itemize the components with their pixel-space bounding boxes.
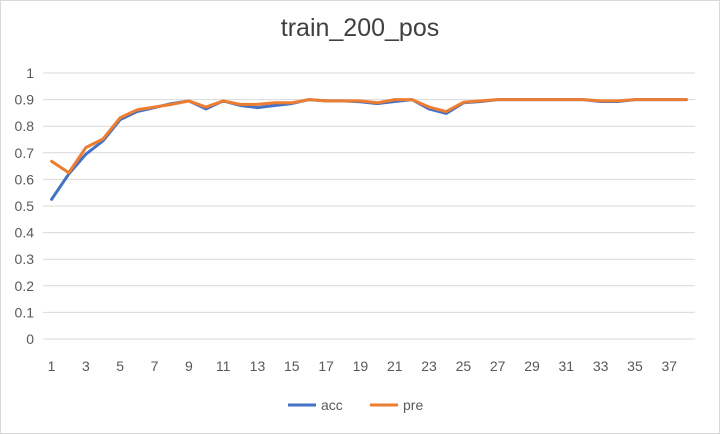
x-tick-label: 19 [353,358,369,374]
x-tick-label: 27 [490,358,506,374]
y-tick-label: 0.3 [15,251,35,267]
y-tick-label: 0 [26,331,34,347]
x-tick-label: 5 [116,358,124,374]
x-tick-label: 21 [387,358,403,374]
legend-label-pre: pre [403,397,423,413]
x-tick-label: 23 [421,358,437,374]
chart-title: train_200_pos [280,14,440,42]
y-tick-label: 0.2 [15,278,35,294]
y-tick-label: 1 [26,65,34,81]
x-tick-label: 33 [593,358,609,374]
x-tick-label: 17 [318,358,334,374]
y-tick-label: 0.8 [15,118,35,134]
y-tick-label: 0.5 [15,198,35,214]
y-tick-label: 0.4 [15,225,35,241]
x-tick-label: 25 [456,358,472,374]
x-tick-label: 7 [151,358,159,374]
y-tick-label: 0.7 [15,145,35,161]
x-tick-label: 15 [284,358,300,374]
y-tick-label: 0.1 [15,304,35,320]
x-tick-label: 29 [524,358,540,374]
series-line-acc [50,98,688,201]
x-tick-label: 31 [559,358,575,374]
x-tick-label: 9 [185,358,193,374]
x-tick-label: 37 [661,358,677,374]
x-tick-label: 1 [48,358,56,374]
x-tick-label: 11 [216,358,231,374]
series-line-pre [50,98,688,175]
legend-label-acc: acc [321,397,343,413]
x-tick-label: 35 [627,358,643,374]
x-tick-label: 13 [250,358,266,374]
y-tick-label: 0.6 [15,171,35,187]
y-tick-label: 0.9 [15,92,35,108]
x-tick-label: 3 [82,358,90,374]
